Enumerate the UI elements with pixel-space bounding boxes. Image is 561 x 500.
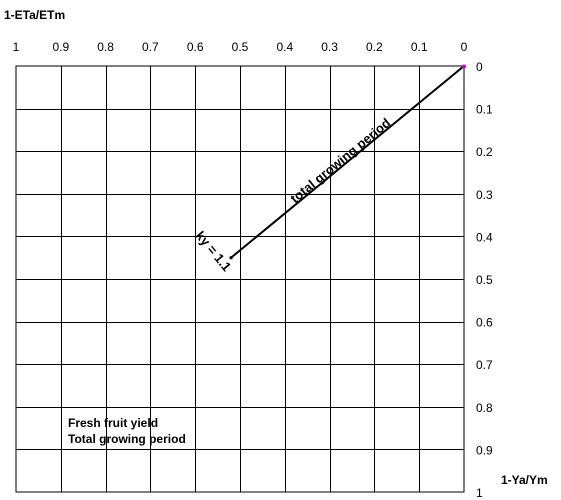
ky-label: ky = 1.1 <box>193 228 235 274</box>
x-tick-labels: 0 0.1 0.2 0.3 0.4 0.5 0.6 0.7 0.8 0.9 1 <box>13 40 468 54</box>
y-tick-label: 0.8 <box>476 401 493 415</box>
y-axis-title: 1-Ya/Ym <box>501 473 548 487</box>
y-tick-label: 0.5 <box>476 273 493 287</box>
x-tick-label: 1 <box>13 40 20 54</box>
y-tick-label: 0.9 <box>476 443 493 457</box>
x-tick-label: 0.5 <box>232 40 249 54</box>
x-axis-title: 1-ETa/ETm <box>4 8 65 22</box>
y-tick-label: 0.7 <box>476 358 493 372</box>
x-tick-label: 0.2 <box>366 40 383 54</box>
x-tick-label: 0.8 <box>97 40 114 54</box>
y-tick-label: 0.1 <box>476 103 493 117</box>
y-tick-label: 0 <box>476 60 483 74</box>
legend-crop: Fresh fruit yield <box>68 416 158 430</box>
y-tick-label: 0.3 <box>476 188 493 202</box>
legend-period: Total growing period <box>68 432 186 446</box>
x-tick-label: 0.9 <box>52 40 69 54</box>
y-tick-label: 0.2 <box>476 145 493 159</box>
y-tick-label: 0.6 <box>476 316 493 330</box>
x-tick-label: 0.4 <box>276 40 293 54</box>
x-tick-label: 0.7 <box>142 40 159 54</box>
y-tick-label: 1 <box>476 486 483 500</box>
x-tick-label: 0.1 <box>411 40 428 54</box>
line-label: total growing period <box>287 115 393 206</box>
origin-point <box>462 65 466 69</box>
x-tick-label: 0.3 <box>321 40 338 54</box>
x-tick-label: 0 <box>461 40 468 54</box>
x-tick-label: 0.6 <box>187 40 204 54</box>
y-tick-labels: 0 0.1 0.2 0.3 0.4 0.5 0.6 0.7 0.8 0.9 1 <box>476 60 493 500</box>
y-tick-label: 0.4 <box>476 230 493 244</box>
